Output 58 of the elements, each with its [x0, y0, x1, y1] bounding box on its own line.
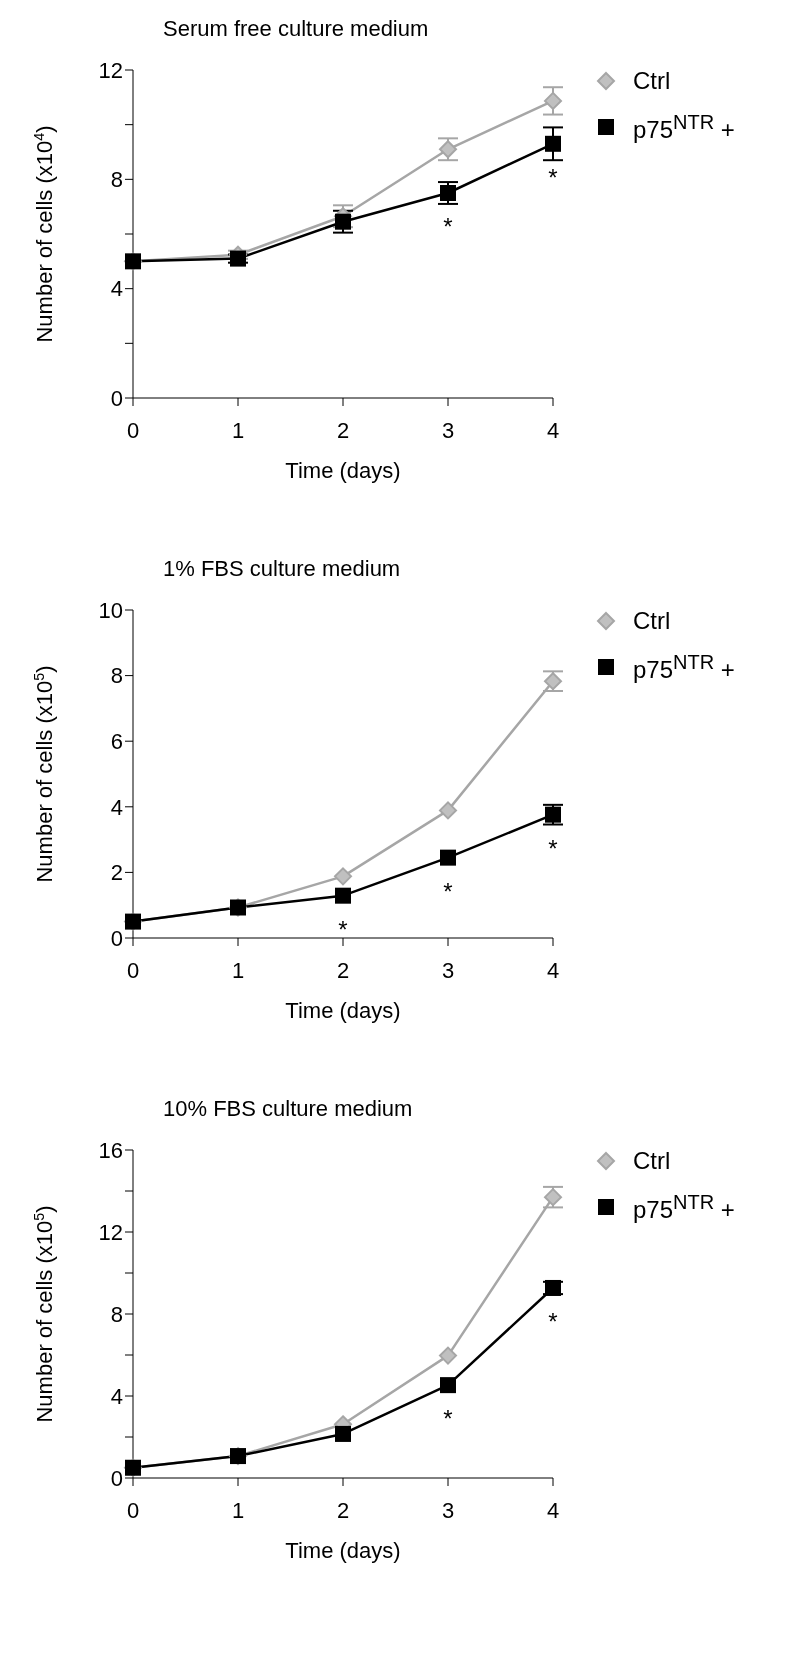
- x-tick-label: 3: [441, 417, 455, 443]
- y-tick-label: 0: [110, 1465, 123, 1491]
- point: [440, 1377, 456, 1394]
- y-tick-label: 8: [110, 663, 123, 689]
- x-tick-label: 2: [336, 1497, 350, 1523]
- x-axis-title: Time (days): [285, 1538, 401, 1563]
- x-tick-label: 0: [126, 1497, 140, 1523]
- legend-label: Ctrl: [633, 1147, 671, 1175]
- point: [334, 867, 352, 886]
- legend-label: p75$^{NTR}$ +: [633, 110, 735, 144]
- chart-title: Serum free culture medium: [163, 16, 429, 42]
- y-tick-label: 16: [98, 1137, 123, 1163]
- y-tick-label: 6: [110, 729, 123, 755]
- point: [335, 1425, 351, 1442]
- point: [335, 887, 351, 904]
- x-tick-label: 4: [546, 417, 560, 443]
- x-tick-label: 0: [126, 417, 140, 443]
- x-tick-label: 2: [336, 417, 350, 443]
- annotation: *: [443, 213, 453, 241]
- legend-label: Ctrl: [633, 67, 671, 95]
- point: [440, 849, 456, 866]
- x-tick-label: 1: [231, 417, 245, 443]
- annotation: *: [338, 916, 348, 944]
- x-tick-label: 4: [546, 957, 560, 983]
- point: [545, 135, 561, 152]
- chart-title: 10% FBS culture medium: [163, 1096, 413, 1122]
- y-tick-label: 2: [110, 860, 123, 886]
- annotation: *: [443, 877, 453, 905]
- annotation: *: [548, 835, 558, 863]
- legend-label: Ctrl: [633, 607, 671, 635]
- y-tick-label: 8: [110, 1301, 123, 1327]
- y-tick-label: 8: [110, 167, 123, 193]
- legend-label: p75$^{NTR}$ +: [633, 650, 735, 684]
- y-tick-label: 10: [98, 597, 123, 623]
- x-tick-label: 1: [231, 957, 245, 983]
- x-tick-label: 3: [441, 957, 455, 983]
- annotation: *: [548, 1308, 558, 1336]
- x-axis-title: Time (days): [285, 458, 401, 483]
- y-tick-label: 4: [110, 794, 123, 820]
- point: [544, 91, 562, 110]
- y-tick-label: 4: [110, 1383, 123, 1409]
- annotation: *: [443, 1405, 453, 1433]
- annotation: *: [548, 164, 558, 192]
- y-tick-label: 12: [98, 1219, 123, 1245]
- x-tick-label: 4: [546, 1497, 560, 1523]
- y-tick-label: 12: [98, 57, 123, 83]
- legend-label: p75$^{NTR}$ +: [633, 1190, 735, 1224]
- y-tick-label: 0: [110, 925, 123, 951]
- x-tick-label: 0: [126, 957, 140, 983]
- chart-title: 1% FBS culture medium: [163, 556, 401, 582]
- x-tick-label: 3: [441, 1497, 455, 1523]
- point: [439, 1346, 457, 1365]
- x-axis-title: Time (days): [285, 998, 401, 1023]
- y-tick-label: 0: [110, 385, 123, 411]
- x-tick-label: 2: [336, 957, 350, 983]
- x-tick-label: 1: [231, 1497, 245, 1523]
- point: [439, 801, 457, 820]
- y-tick-label: 4: [110, 276, 123, 302]
